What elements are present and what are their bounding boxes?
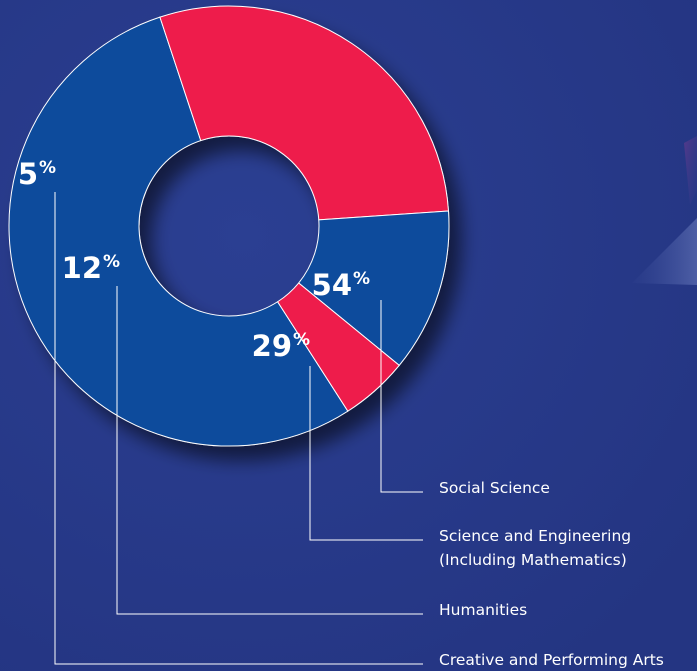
percent-label-science-and-engineering-including-mathematics: 29 xyxy=(252,329,292,363)
leader-lines xyxy=(54,192,423,665)
donut-ring xyxy=(8,5,450,447)
slice-social-science xyxy=(8,16,349,447)
percent-label-creative-and-performing-arts: 5 xyxy=(18,157,38,191)
legend-label-social-science: Social Science xyxy=(439,479,550,497)
decorative-shard-light xyxy=(632,218,697,285)
decorative-shard-purple xyxy=(684,136,697,205)
percent-sign: % xyxy=(293,330,310,350)
legend: Social Science Science and Engineering (In… xyxy=(439,479,664,669)
legend-label-humanities: Humanities xyxy=(439,601,527,619)
percent-label-social-science: 54 xyxy=(312,268,352,302)
legend-label-creative-and-performing-arts: Creative and Performing Arts xyxy=(439,651,664,669)
slice-humanities xyxy=(297,210,450,367)
legend-label-science-and-engineering-including-mathematics: Science and Engineering xyxy=(439,527,631,545)
percent-sign: % xyxy=(39,158,56,178)
percent-sign: % xyxy=(103,252,120,272)
leader-line-humanities xyxy=(116,286,423,615)
slice-science-and-engineering-including-mathematics xyxy=(159,5,450,221)
slice-creative-and-performing-arts xyxy=(276,282,400,412)
percent-labels: 54 %29 %12 %5% xyxy=(18,157,370,363)
legend-label-line2: (Including Mathematics) xyxy=(439,551,627,569)
percent-sign: % xyxy=(353,269,370,289)
leader-line-science-and-engineering-including-mathematics xyxy=(309,366,423,541)
percent-label-humanities: 12 xyxy=(62,251,102,285)
leader-line-creative-and-performing-arts xyxy=(54,192,423,665)
leader-line-social-science xyxy=(380,300,423,493)
